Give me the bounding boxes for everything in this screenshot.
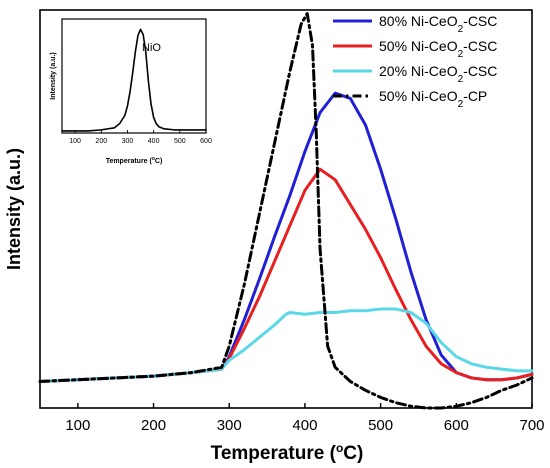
main-x-tick-label: 400 bbox=[292, 417, 317, 434]
legend-label-1: 80% Ni-CeO2-CSC bbox=[379, 13, 497, 35]
main-y-axis-title: Intensity (a.u.) bbox=[4, 148, 24, 270]
main-x-tick-label: 100 bbox=[65, 417, 90, 434]
inset-series-line-1 bbox=[61, 28, 207, 132]
inset-y-axis-title: Intensity (a.u.) bbox=[50, 52, 57, 99]
legend-label-4: 50% Ni-CeO2-CP bbox=[379, 88, 487, 110]
svg-text:Intensity (a.u.): Intensity (a.u.) bbox=[4, 148, 24, 270]
inset-x-axis-title: Temperature (oC) bbox=[106, 156, 163, 165]
main-x-tick-label: 600 bbox=[444, 417, 469, 434]
main-series-line-2 bbox=[38, 167, 534, 383]
inset-x-tick-label: 100 bbox=[69, 138, 81, 145]
main-x-tick-label: 500 bbox=[368, 417, 393, 434]
main-x-tick-label: 700 bbox=[519, 417, 544, 434]
inset-x-tick-label: 200 bbox=[95, 138, 107, 145]
main-plot-frame bbox=[39, 9, 533, 409]
inset-x-tick-label: 300 bbox=[122, 138, 134, 145]
legend: 80% Ni-CeO2-CSC 50% Ni-CeO2-CSC 20% Ni-CeO… bbox=[333, 13, 497, 110]
inset-series-group bbox=[61, 28, 207, 132]
main-series-line-3 bbox=[38, 307, 534, 383]
main-plot-area: 100 200 300 400 500 600 700 Temperature (oC) I… bbox=[4, 9, 545, 464]
legend-label-2: 50% Ni-CeO2-CSC bbox=[379, 38, 497, 60]
inset-annotation: NiO bbox=[142, 42, 161, 54]
inset-x-axis: 100 200 300 400 500 600 bbox=[69, 130, 212, 145]
main-x-tick-label: 200 bbox=[141, 417, 166, 434]
inset-x-tick-label: 400 bbox=[148, 138, 160, 145]
inset-plot-frame bbox=[61, 18, 207, 134]
inset-x-tick-label: 600 bbox=[200, 138, 212, 145]
main-x-axis: 100 200 300 400 500 600 700 bbox=[65, 403, 545, 434]
inset-x-tick-label: 500 bbox=[174, 138, 186, 145]
svg-text:Temperature (oC): Temperature (oC) bbox=[211, 441, 364, 464]
inset-plot: 100 200 300 400 500 600 NiO Temperature (oC) … bbox=[50, 18, 212, 165]
main-x-tick-label: 300 bbox=[217, 417, 242, 434]
legend-label-3: 20% Ni-CeO2-CSC bbox=[379, 63, 497, 85]
main-x-axis-title: Temperature (oC) bbox=[211, 441, 364, 464]
